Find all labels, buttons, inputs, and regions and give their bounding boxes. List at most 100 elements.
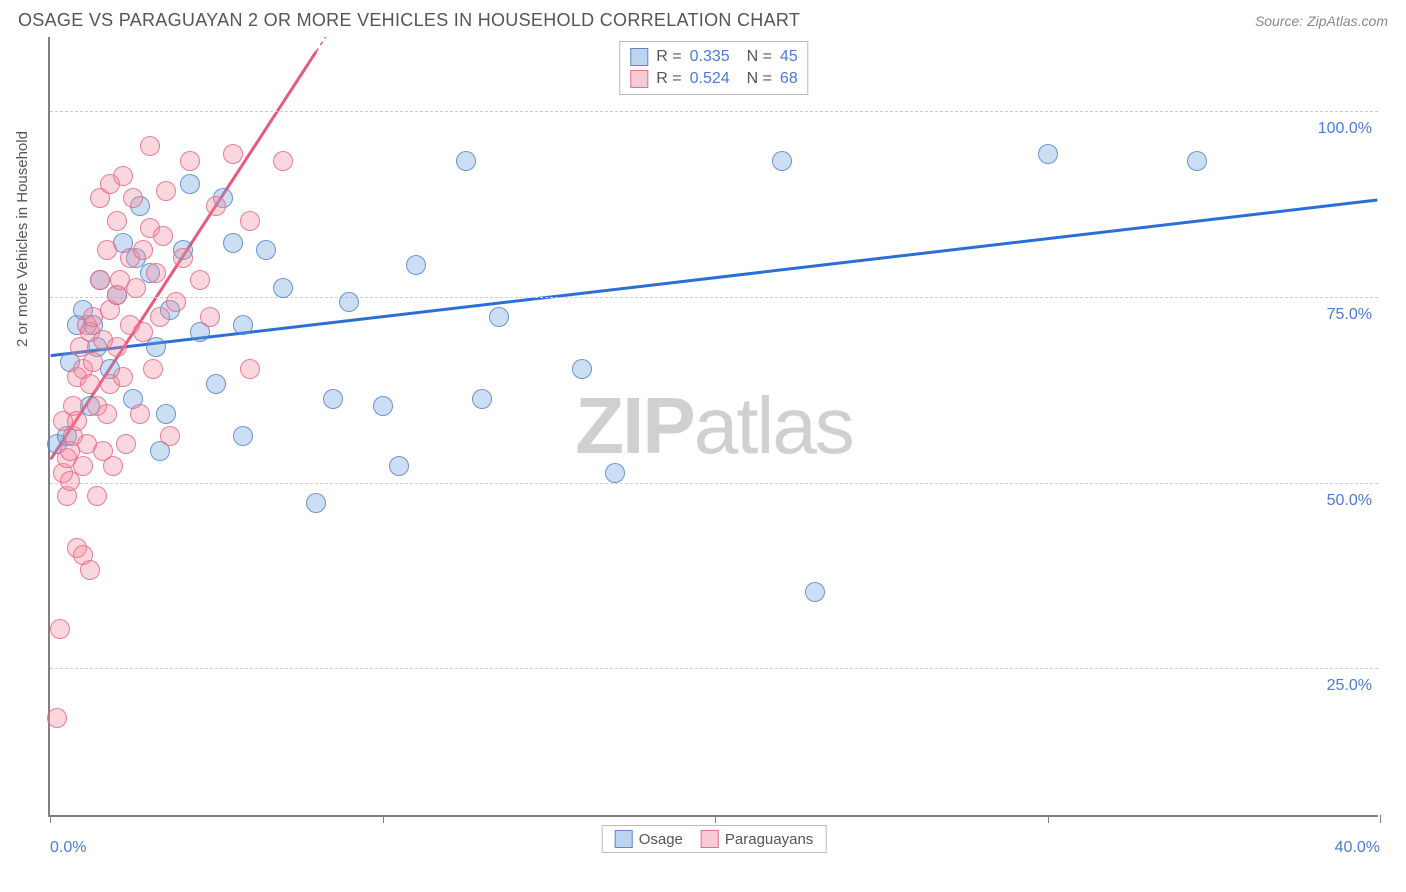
legend-stats-row: R = 0.335 N = 45 <box>630 46 797 68</box>
scatter-point <box>240 359 260 379</box>
scatter-point <box>572 359 592 379</box>
n-label: N = <box>738 48 772 66</box>
scatter-point <box>113 166 133 186</box>
x-tick-mark <box>1048 815 1049 823</box>
scatter-point <box>80 560 100 580</box>
r-label: R = <box>656 48 681 66</box>
scatter-point <box>156 404 176 424</box>
y-tick-label: 50.0% <box>1327 492 1372 510</box>
scatter-point <box>166 292 186 312</box>
scatter-point <box>772 151 792 171</box>
watermark: ZIPatlas <box>575 380 852 472</box>
scatter-point <box>133 322 153 342</box>
scatter-point <box>90 270 110 290</box>
scatter-point <box>339 292 359 312</box>
scatter-point <box>190 270 210 290</box>
scatter-point <box>233 426 253 446</box>
swatch-blue-icon <box>615 830 633 848</box>
regression-overlay <box>50 37 1378 815</box>
scatter-point <box>200 307 220 327</box>
scatter-point <box>472 389 492 409</box>
scatter-point <box>1187 151 1207 171</box>
x-tick-mark <box>383 815 384 823</box>
gridline <box>50 483 1378 484</box>
r-value-blue: 0.335 <box>690 48 730 66</box>
x-tick-label: 40.0% <box>1335 839 1380 857</box>
scatter-point <box>206 196 226 216</box>
scatter-point <box>97 240 117 260</box>
n-label: N = <box>738 70 772 88</box>
scatter-point <box>146 337 166 357</box>
scatter-point <box>240 211 260 231</box>
chart-title: OSAGE VS PARAGUAYAN 2 OR MORE VEHICLES I… <box>18 10 800 31</box>
scatter-point <box>605 463 625 483</box>
scatter-point <box>273 151 293 171</box>
scatter-point <box>97 404 117 424</box>
scatter-point <box>273 278 293 298</box>
chart-container: 2 or more Vehicles in Household ZIPatlas… <box>18 37 1388 817</box>
scatter-point <box>133 240 153 260</box>
x-tick-mark <box>715 815 716 823</box>
scatter-point <box>156 181 176 201</box>
scatter-point <box>116 434 136 454</box>
n-value-blue: 45 <box>780 48 798 66</box>
r-value-pink: 0.524 <box>690 70 730 88</box>
legend-label: Osage <box>639 831 683 848</box>
swatch-blue-icon <box>630 48 648 66</box>
scatter-point <box>256 240 276 260</box>
scatter-point <box>103 456 123 476</box>
scatter-point <box>80 374 100 394</box>
legend-item: Osage <box>615 830 683 848</box>
scatter-point <box>233 315 253 335</box>
scatter-point <box>140 136 160 156</box>
scatter-point <box>223 233 243 253</box>
scatter-point <box>805 582 825 602</box>
y-tick-label: 75.0% <box>1327 306 1372 324</box>
scatter-point <box>146 263 166 283</box>
y-axis-label: 2 or more Vehicles in Household <box>14 131 31 347</box>
legend-stats: R = 0.335 N = 45 R = 0.524 N = 68 <box>619 41 808 95</box>
scatter-point <box>173 248 193 268</box>
x-tick-mark <box>1380 815 1381 823</box>
legend-stats-row: R = 0.524 N = 68 <box>630 68 797 90</box>
gridline <box>50 297 1378 298</box>
scatter-point <box>67 411 87 431</box>
scatter-point <box>1038 144 1058 164</box>
swatch-pink-icon <box>630 70 648 88</box>
gridline <box>50 668 1378 669</box>
scatter-point <box>113 367 133 387</box>
legend-label: Paraguayans <box>725 831 813 848</box>
scatter-point <box>83 352 103 372</box>
title-bar: OSAGE VS PARAGUAYAN 2 OR MORE VEHICLES I… <box>0 0 1406 37</box>
scatter-point <box>160 426 180 446</box>
scatter-point <box>180 174 200 194</box>
x-tick-mark <box>50 815 51 823</box>
legend-item: Paraguayans <box>701 830 813 848</box>
scatter-point <box>406 255 426 275</box>
scatter-point <box>47 708 67 728</box>
scatter-point <box>107 337 127 357</box>
scatter-point <box>143 359 163 379</box>
scatter-point <box>73 456 93 476</box>
scatter-point <box>87 486 107 506</box>
n-value-pink: 68 <box>780 70 798 88</box>
x-tick-label: 0.0% <box>50 839 86 857</box>
watermark-atlas: atlas <box>694 381 853 470</box>
scatter-point <box>206 374 226 394</box>
scatter-point <box>306 493 326 513</box>
plot-area: ZIPatlas R = 0.335 N = 45 R = 0.524 N = … <box>48 37 1378 817</box>
scatter-point <box>130 404 150 424</box>
swatch-pink-icon <box>701 830 719 848</box>
scatter-point <box>126 278 146 298</box>
y-tick-label: 25.0% <box>1327 677 1372 695</box>
legend-series: Osage Paraguayans <box>602 825 827 853</box>
gridline <box>50 111 1378 112</box>
scatter-point <box>323 389 343 409</box>
y-tick-label: 100.0% <box>1318 120 1372 138</box>
source-label: Source: ZipAtlas.com <box>1255 13 1388 29</box>
scatter-point <box>223 144 243 164</box>
scatter-point <box>373 396 393 416</box>
watermark-zip: ZIP <box>575 381 693 470</box>
scatter-point <box>456 151 476 171</box>
scatter-point <box>153 226 173 246</box>
